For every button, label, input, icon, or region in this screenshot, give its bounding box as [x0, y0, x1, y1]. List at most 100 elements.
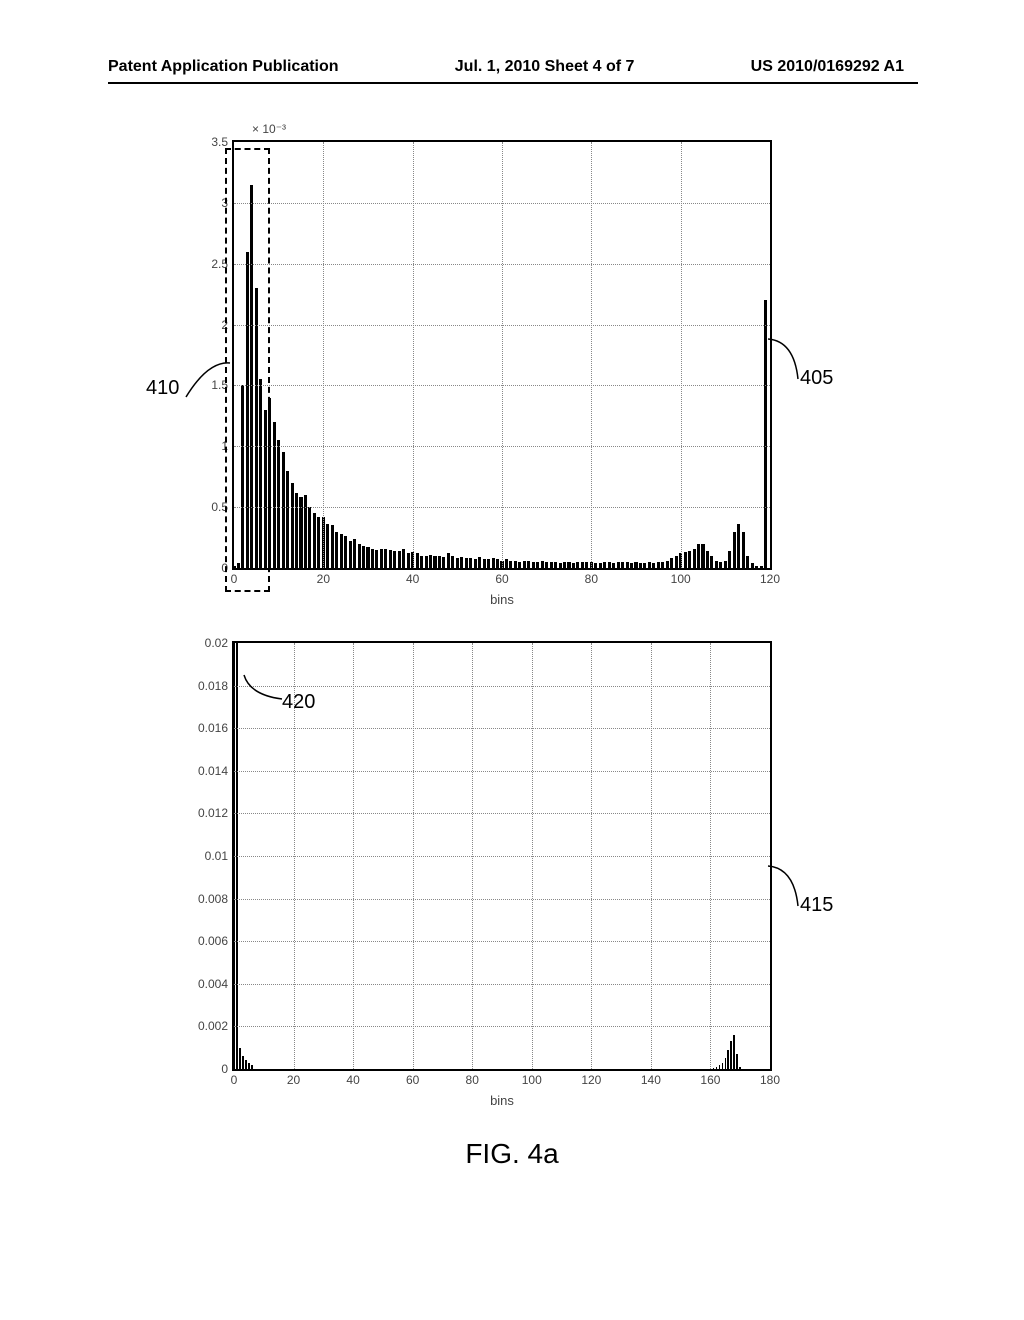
- bar: [536, 562, 539, 568]
- bar: [715, 561, 718, 568]
- xtick-label: 160: [700, 1069, 720, 1087]
- ytick-label: 2.5: [211, 257, 234, 271]
- ytick-label: 0.012: [198, 806, 234, 820]
- xtick-label: 0: [231, 1069, 238, 1087]
- bar: [487, 559, 490, 568]
- ytick-label: 3.5: [211, 135, 234, 149]
- xtick-label: 180: [760, 1069, 780, 1087]
- bar: [245, 1060, 247, 1069]
- bar: [626, 562, 629, 568]
- bar: [460, 557, 463, 568]
- ytick-label: 0.004: [198, 977, 234, 991]
- bar: [545, 562, 548, 568]
- xtick-label: 140: [641, 1069, 661, 1087]
- gridline: [234, 1026, 770, 1027]
- bar: [737, 524, 740, 568]
- bar: [733, 532, 736, 569]
- bar: [746, 556, 749, 568]
- bar: [572, 563, 575, 568]
- bar: [554, 562, 557, 568]
- bar: [308, 507, 311, 568]
- bar: [255, 288, 258, 568]
- bar: [639, 563, 642, 568]
- gridline: [234, 771, 770, 772]
- bar: [736, 1054, 738, 1069]
- gridline: [413, 643, 414, 1069]
- bar: [465, 558, 468, 568]
- bar: [366, 547, 369, 568]
- bar: [251, 1065, 253, 1069]
- bar: [433, 556, 436, 568]
- ytick-label: 0.002: [198, 1019, 234, 1033]
- bar: [268, 398, 271, 568]
- bar: [727, 1050, 729, 1069]
- xtick-label: 40: [406, 568, 419, 586]
- gridline: [591, 142, 592, 568]
- bar: [666, 561, 669, 568]
- bar: [371, 549, 374, 568]
- bar: [442, 557, 445, 568]
- bar: [304, 495, 307, 568]
- bar: [407, 553, 410, 568]
- bar: [563, 562, 566, 568]
- bar: [349, 541, 352, 568]
- bar: [277, 440, 280, 568]
- bar: [634, 562, 637, 568]
- gridline: [502, 142, 503, 568]
- bar: [237, 563, 240, 568]
- bar: [509, 561, 512, 568]
- figure-caption: FIG. 4a: [142, 1138, 882, 1170]
- bar: [688, 551, 691, 568]
- gridline: [710, 643, 711, 1069]
- bar: [239, 1048, 241, 1069]
- figure-4a: × 10⁻³ 00.511.522.533.5020406080100120 b…: [142, 140, 882, 1170]
- bar: [643, 563, 646, 568]
- bar: [725, 1058, 727, 1069]
- ytick-label: 0.018: [198, 679, 234, 693]
- bar: [492, 558, 495, 568]
- bar: [652, 563, 655, 568]
- bar: [527, 561, 530, 568]
- bar: [344, 536, 347, 568]
- bar: [661, 562, 664, 568]
- bar: [722, 1063, 724, 1069]
- bar: [429, 555, 432, 568]
- bar: [242, 1056, 244, 1069]
- bar: [456, 558, 459, 568]
- callout-420: 420: [282, 691, 315, 714]
- bar: [398, 551, 401, 568]
- xtick-label: 60: [406, 1069, 419, 1087]
- bar: [670, 558, 673, 568]
- bar: [447, 553, 450, 568]
- gridline: [681, 142, 682, 568]
- bar: [496, 559, 499, 568]
- bar: [706, 551, 709, 568]
- bar: [393, 551, 396, 568]
- bar: [478, 557, 481, 568]
- bar: [739, 1067, 741, 1069]
- bar: [697, 544, 700, 568]
- bar: [603, 562, 606, 568]
- gridline: [323, 142, 324, 568]
- xtick-label: 100: [671, 568, 691, 586]
- header-left: Patent Application Publication: [108, 58, 339, 76]
- xtick-label: 20: [317, 568, 330, 586]
- bar: [389, 550, 392, 568]
- bar: [358, 544, 361, 568]
- bar: [648, 562, 651, 568]
- gridline: [413, 142, 414, 568]
- bar: [259, 379, 262, 568]
- ytick-label: 0.016: [198, 721, 234, 735]
- chart-top: × 10⁻³ 00.511.522.533.5020406080100120 b…: [232, 140, 772, 607]
- gridline: [591, 643, 592, 1069]
- callout-415: 415: [800, 894, 833, 917]
- bar: [514, 561, 517, 568]
- bar: [693, 549, 696, 568]
- bar: [630, 563, 633, 568]
- bar: [295, 493, 298, 568]
- bar: [420, 556, 423, 568]
- bar: [742, 532, 745, 569]
- bar: [523, 561, 526, 568]
- bar: [581, 562, 584, 568]
- bar: [384, 549, 387, 568]
